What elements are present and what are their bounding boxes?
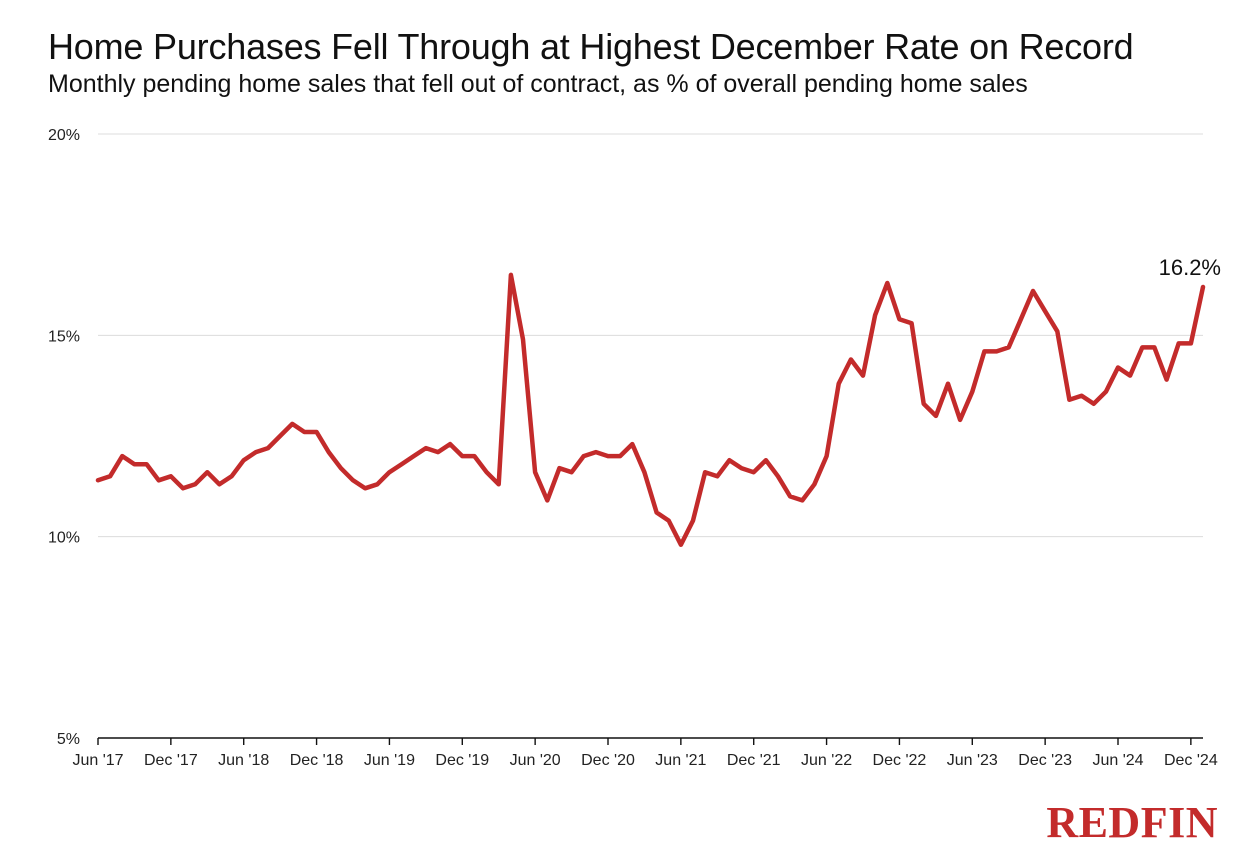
y-axis: 5% 10% 15% 20%: [48, 127, 80, 748]
x-tick-label: Dec '17: [144, 752, 198, 769]
x-tick-label: Dec '22: [873, 752, 927, 769]
x-tick-label: Jun '17: [72, 752, 123, 769]
chart-title: Home Purchases Fell Through at Highest D…: [48, 26, 1134, 67]
series-line: [95, 272, 1206, 547]
x-tick-label: Dec '20: [581, 752, 635, 769]
x-tick-label: Dec '23: [1018, 752, 1072, 769]
x-tick-label: Jun '18: [218, 752, 269, 769]
x-tick-label: Jun '23: [947, 752, 998, 769]
x-tick-label: Jun '22: [801, 752, 852, 769]
x-tick-label: Jun '21: [655, 752, 706, 769]
last-value-label: 16.2%: [1159, 255, 1221, 280]
x-tick-label: Dec '21: [727, 752, 781, 769]
x-tick-label: Jun '19: [364, 752, 415, 769]
x-tick-label: Jun '20: [510, 752, 561, 769]
y-tick-label: 15%: [48, 328, 80, 345]
x-tick-label: Dec '24: [1164, 752, 1218, 769]
y-tick-label: 5%: [57, 731, 80, 748]
series: [95, 272, 1206, 547]
redfin-logo: REDFIN: [1046, 798, 1218, 847]
annotations: 16.2%: [1159, 255, 1221, 280]
x-tick-label: Dec '19: [435, 752, 489, 769]
chart-subtitle: Monthly pending home sales that fell out…: [48, 70, 1028, 98]
y-tick-label: 10%: [48, 530, 80, 547]
x-axis: Jun '17 Dec '17 Jun '18 Dec '18 Jun '19 Dec '…: [72, 737, 1218, 769]
y-tick-label: 20%: [48, 127, 80, 144]
x-tick-label: Dec '18: [290, 752, 344, 769]
grid-lines: [98, 133, 1203, 538]
x-tick-label: Jun '24: [1092, 752, 1143, 769]
